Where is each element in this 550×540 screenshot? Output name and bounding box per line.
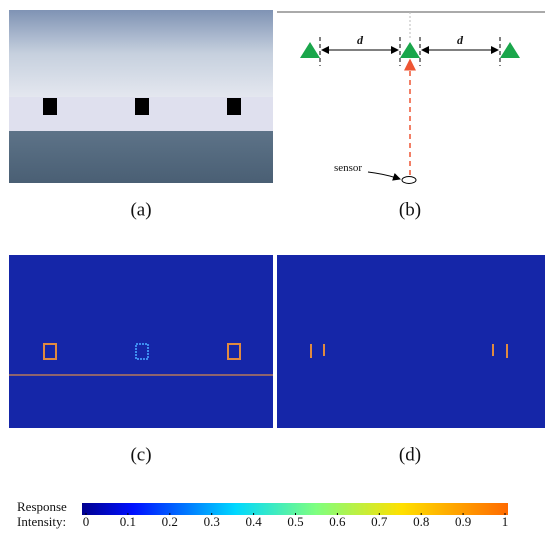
- colorbar-tick-label: 0.2: [162, 514, 178, 529]
- colorbar: [82, 503, 508, 515]
- colorbar-tick-label: 1: [502, 514, 509, 529]
- sensor-label: sensor: [334, 162, 362, 174]
- colorbar-tick-label: 0.1: [120, 514, 136, 529]
- colorbar-tick-label: 0: [83, 514, 90, 529]
- colorbar-tick-label: 0.6: [329, 514, 346, 529]
- panel-d-image: [277, 255, 545, 428]
- colorbar-tick-label: 0.9: [455, 514, 471, 529]
- colorbar-tick-label: 0.8: [413, 514, 429, 529]
- panel-label: (c): [130, 444, 151, 465]
- distance-label: d: [357, 33, 364, 47]
- colorbar-title: Intensity:: [17, 514, 66, 529]
- colorbar-tick-label: 0.7: [371, 514, 388, 529]
- panel-b-diagram: [277, 11, 545, 184]
- panel-c-image: [9, 255, 273, 428]
- colorbar-ticks: 0 0.1 0.2 0.3 0.4 0.5 0.6 0.7 0.8 0.9 1: [83, 513, 509, 529]
- colorbar-tick-label: 0.4: [245, 514, 262, 529]
- colorbar-tick-label: 0.3: [204, 514, 220, 529]
- colorbar-tick-label: 0.5: [287, 514, 303, 529]
- panel-label: (b): [399, 199, 421, 220]
- panel-a-image: [9, 10, 273, 183]
- panel-label: (d): [399, 444, 421, 465]
- panel-label: (a): [130, 199, 151, 220]
- colorbar-title: Response: [17, 499, 67, 514]
- distance-label: d: [457, 33, 464, 47]
